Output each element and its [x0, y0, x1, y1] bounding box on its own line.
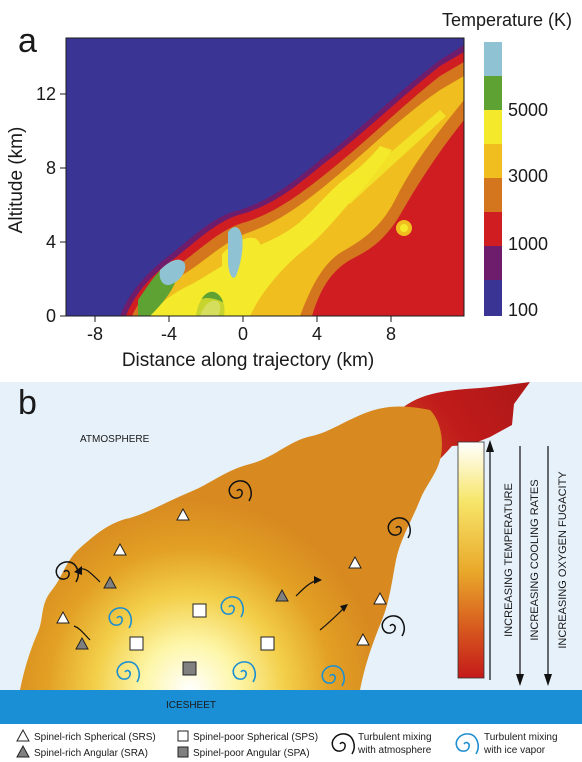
spinel-rich-spherical-marker	[348, 555, 362, 569]
atmosphere-label: ATMOSPHERE	[80, 434, 150, 445]
legend: Spinel-rich Spherical (SRS) Spinel-rich …	[16, 728, 558, 759]
legend-sps-label: Spinel-poor Spherical (SPS)	[193, 732, 318, 743]
panel-a-letter: a	[18, 22, 37, 60]
legend-atm-mix-line2: with atmosphere	[357, 745, 432, 756]
spinel-poor-spherical-marker	[260, 636, 275, 651]
plot-frame	[65, 37, 465, 317]
srs-legend-icon	[16, 728, 30, 742]
colorbar-segment	[484, 178, 502, 212]
ice-vapor-mixing-legend-icon	[455, 733, 480, 755]
spinel-rich-spherical-marker	[113, 542, 127, 556]
y-tick-label: 0	[46, 306, 56, 326]
spinel-poor-spherical-marker	[129, 636, 144, 651]
y-tick-label: 4	[46, 232, 56, 252]
spinel-poor-spherical-marker	[192, 603, 207, 618]
x-tick-label: 4	[312, 324, 322, 344]
x-tick-label: 0	[238, 324, 248, 344]
colorbar: 5000 3000 1000 100	[484, 42, 548, 320]
colorbar-tick-label: 5000	[508, 100, 548, 120]
colorbar-segment	[484, 42, 502, 76]
fireball-shape	[20, 406, 442, 690]
spinel-rich-spherical-marker	[356, 632, 370, 646]
panel-b-letter: b	[18, 384, 37, 422]
colorbar-segment	[484, 110, 502, 144]
colorbar-segment	[484, 246, 502, 280]
spa-markers	[182, 661, 197, 676]
increasing-oxygen-fugacity-label: INCREASING OXYGEN FUGACITY	[557, 471, 569, 649]
atmosphere-mixing-legend-icon	[331, 733, 355, 755]
srs-markers	[56, 507, 387, 646]
y-tick-label: 12	[36, 84, 56, 104]
increasing-cooling-rates-label: INCREASING COOLING RATES	[529, 479, 541, 640]
temperature-scale-bar	[457, 441, 485, 679]
icesheet-band	[0, 690, 582, 724]
x-tick-label: -8	[87, 324, 103, 344]
legend-spa-label: Spinel-poor Angular (SPA)	[193, 748, 310, 759]
colorbar-segment	[484, 76, 502, 110]
colorbar-segment	[484, 212, 502, 246]
increasing-arrows: INCREASING TEMPERATURE INCREASING COOLIN…	[486, 440, 569, 686]
temperature-contour-plot	[66, 38, 464, 316]
legend-ice-mix-line1: Turbulent mixing	[484, 732, 558, 743]
colorbar-segment	[484, 280, 502, 316]
sra-markers	[75, 575, 289, 650]
y-axis: 0 4 8 12 Altitude (km)	[6, 84, 66, 326]
legend-srs-label: Spinel-rich Spherical (SRS)	[34, 732, 156, 743]
legend-ice-mix-line2: with ice vapor	[483, 745, 546, 756]
spinel-rich-spherical-marker	[176, 507, 190, 521]
x-axis-title: Distance along trajectory (km)	[122, 350, 374, 371]
icesheet-label: ICESHEET	[166, 700, 216, 711]
colorbar-title: Temperature (K)	[442, 10, 572, 30]
spa-legend-icon	[177, 746, 189, 758]
x-tick-label: 8	[386, 324, 396, 344]
colorbar-tick-label: 100	[508, 300, 538, 320]
spinel-rich-angular-marker	[275, 588, 289, 602]
sra-legend-icon	[16, 744, 30, 758]
sps-legend-icon	[177, 730, 189, 742]
y-tick-label: 8	[46, 158, 56, 178]
spinel-rich-spherical-marker	[56, 610, 70, 624]
spinel-rich-angular-marker	[103, 575, 117, 589]
x-tick-label: -4	[161, 324, 177, 344]
sps-markers	[129, 603, 275, 651]
colorbar-tick-label: 3000	[508, 166, 548, 186]
legend-sra-label: Spinel-rich Angular (SRA)	[34, 748, 148, 759]
y-axis-title: Altitude (km)	[6, 127, 27, 234]
x-axis: -8 -4 0 4 8 Distance along trajectory (k…	[87, 316, 396, 371]
spinel-rich-spherical-marker	[373, 591, 387, 605]
spinel-poor-angular-marker	[182, 661, 197, 676]
colorbar-tick-label: 1000	[508, 234, 548, 254]
colorbar-segment	[484, 144, 502, 178]
spinel-rich-angular-marker	[75, 636, 89, 650]
legend-atm-mix-line1: Turbulent mixing	[358, 732, 432, 743]
increasing-temperature-label: INCREASING TEMPERATURE	[503, 483, 515, 637]
